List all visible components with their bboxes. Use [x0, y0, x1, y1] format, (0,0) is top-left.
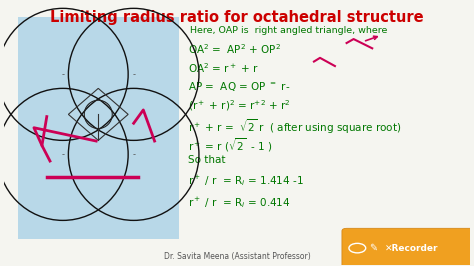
Text: ✕Recorder: ✕Recorder [385, 244, 438, 253]
Bar [18, 16, 179, 239]
Text: AP =  AQ = OP $^=$ r-: AP = AQ = OP $^=$ r- [188, 80, 291, 93]
Text: r$^+$ + r =  $\sqrt{2}$ r  ( after using square root): r$^+$ + r = $\sqrt{2}$ r ( after using s… [188, 118, 401, 136]
Text: So that: So that [188, 155, 226, 165]
Text: (r$^+$ + r)$^2$ = r$^{+2}$ + r$^2$: (r$^+$ + r)$^2$ = r$^{+2}$ + r$^2$ [188, 99, 291, 113]
Text: OA$^2$ =  AP$^2$ + OP$^2$: OA$^2$ = AP$^2$ + OP$^2$ [188, 42, 281, 56]
Text: OA$^2$ = r$^+$ + r: OA$^2$ = r$^+$ + r [188, 61, 259, 75]
Text: ✎: ✎ [370, 243, 378, 253]
Text: Dr. Savita Meena (Assistant Professor): Dr. Savita Meena (Assistant Professor) [164, 252, 310, 261]
Text: Here, OAP is  right angled triangle, where: Here, OAP is right angled triangle, wher… [191, 26, 388, 35]
Text: r$^+$ / r  = R$_i$ = 0.414: r$^+$ / r = R$_i$ = 0.414 [188, 195, 291, 210]
Text: -: - [61, 150, 64, 159]
Text: r$^+$ / r  = R$_i$ = 1.414 -1: r$^+$ / r = R$_i$ = 1.414 -1 [188, 173, 304, 188]
Text: r$^+$ = r ($\sqrt{2}$  - 1 ): r$^+$ = r ($\sqrt{2}$ - 1 ) [188, 136, 273, 154]
Text: Limiting radius ratio for octahedral structure: Limiting radius ratio for octahedral str… [50, 10, 424, 25]
Text: -: - [132, 150, 135, 159]
Text: -: - [61, 70, 64, 79]
Text: -: - [132, 70, 135, 79]
FancyBboxPatch shape [342, 228, 474, 266]
